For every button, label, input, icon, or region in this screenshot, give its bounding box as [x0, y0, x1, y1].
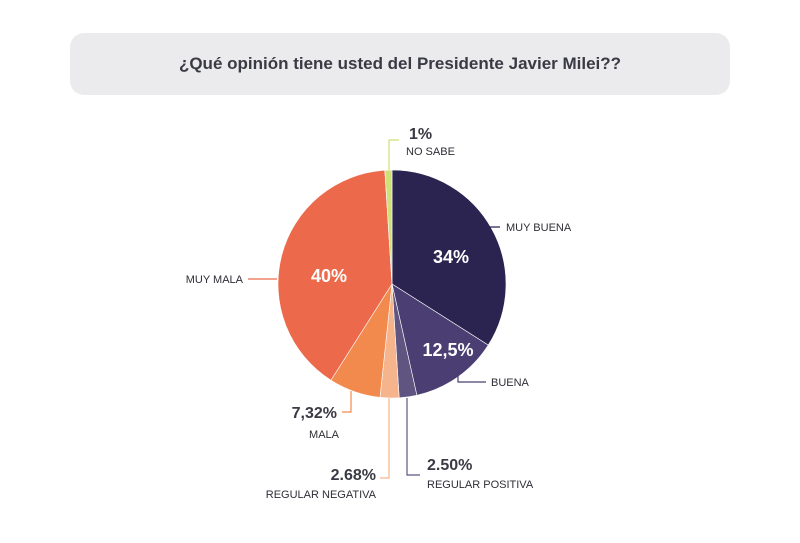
label-muy-mala: MUY MALA — [186, 274, 244, 286]
pct-muy-mala: 40% — [311, 266, 347, 286]
label-regular-negativa: REGULAR NEGATIVA — [266, 489, 377, 501]
pct-no-sabe: 1% — [409, 126, 432, 143]
leader-mala — [342, 391, 352, 413]
pie-slice-muy-mala — [277, 169, 393, 381]
leader-buena — [457, 372, 486, 383]
leader-regular-positiva — [406, 398, 420, 476]
leader-no-sabe — [388, 139, 399, 170]
pct-mala: 7,32% — [292, 405, 337, 422]
label-mala: MALA — [309, 429, 340, 441]
chart-title: ¿Qué opinión tiene usted del Presidente … — [178, 54, 622, 73]
label-no-sabe: NO SABE — [406, 146, 455, 158]
pct-regular-positiva: 2.50% — [427, 457, 472, 474]
title-box: ¿Qué opinión tiene usted del Presidente … — [70, 33, 730, 95]
label-muy-buena: MUY BUENA — [506, 222, 572, 234]
pie-slice-no-sabe — [384, 169, 393, 285]
leader-regular-negativa — [380, 398, 390, 479]
pct-buena: 12,5% — [422, 340, 473, 360]
pct-regular-negativa: 2.68% — [331, 467, 376, 484]
label-regular-positiva: REGULAR POSITIVA — [427, 479, 534, 491]
label-buena: BUENA — [491, 377, 530, 389]
pie-slice-muy-buena — [391, 169, 507, 346]
pct-muy-buena: 34% — [433, 247, 469, 267]
